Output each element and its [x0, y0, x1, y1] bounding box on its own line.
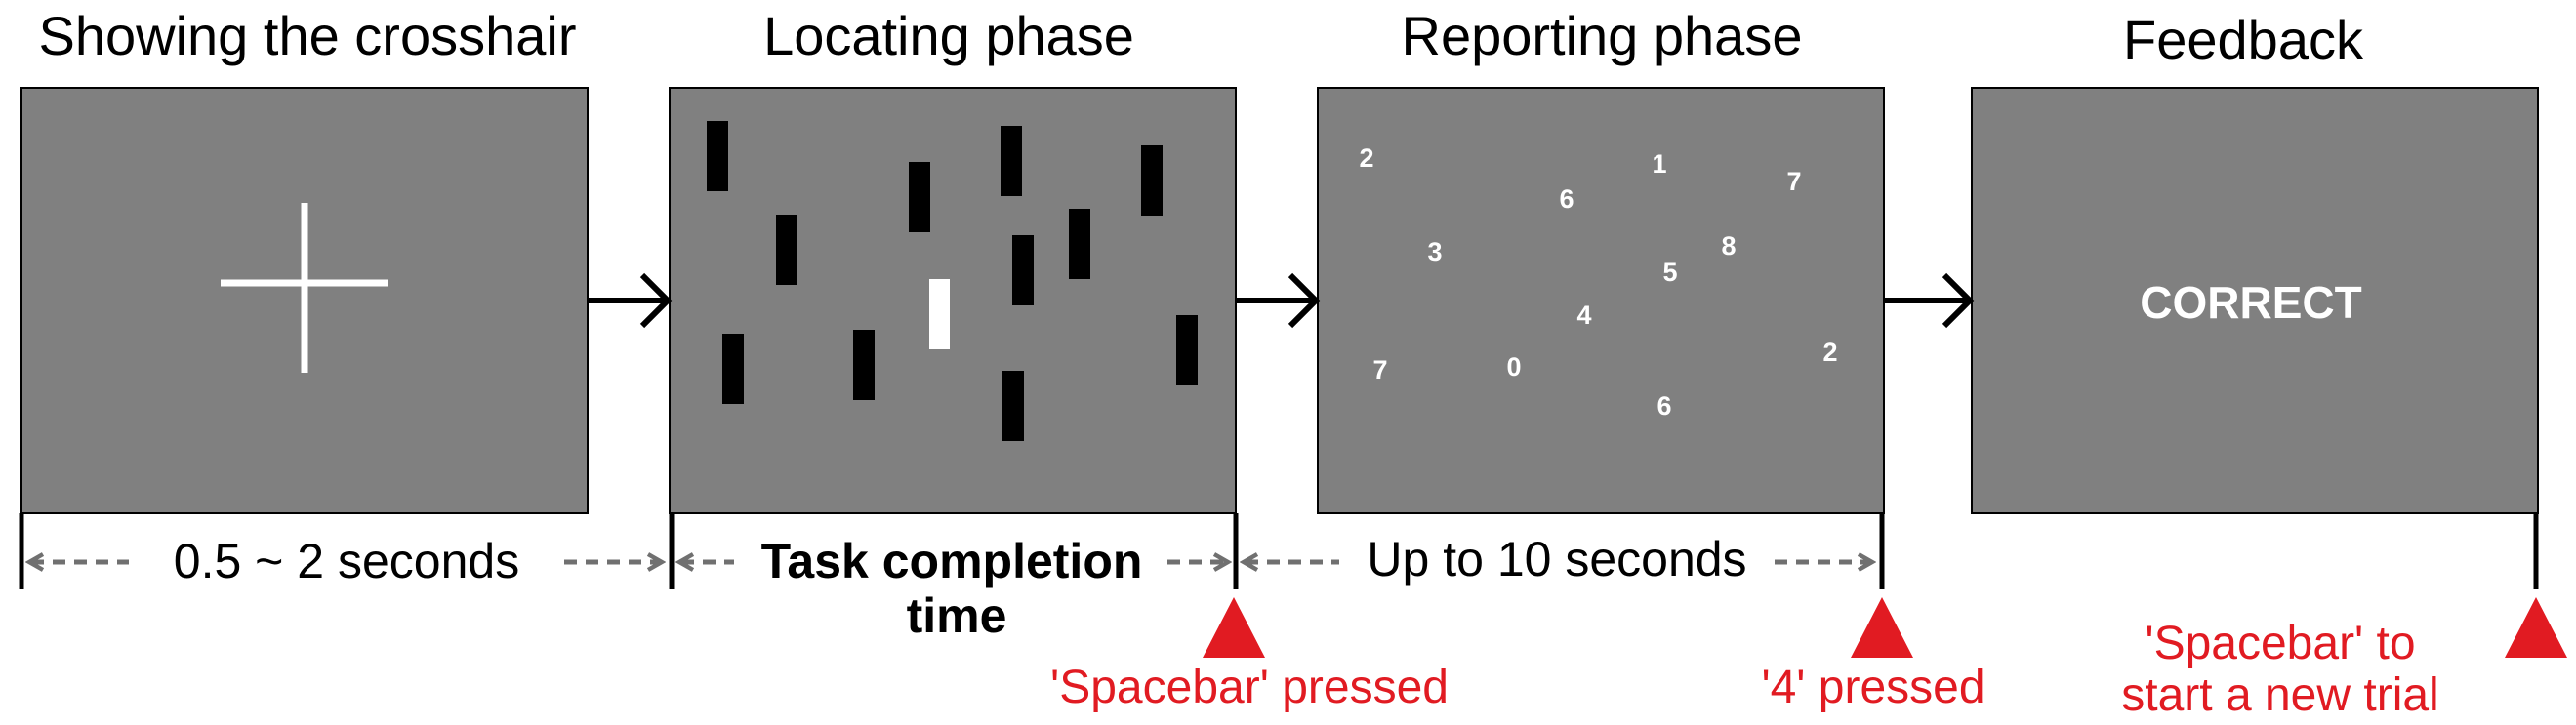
reporting-duration: Up to 10 seconds: [1367, 532, 1746, 586]
feedback-title: Feedback: [2123, 9, 2364, 70]
transition-arrows: [588, 272, 1975, 329]
distractor-bars: [707, 121, 1198, 441]
reporting-panel: [1317, 87, 1885, 514]
crosshair-duration: 0.5 ~ 2 seconds: [174, 534, 519, 588]
feedback-message: CORRECT: [2140, 277, 2361, 328]
digit-label: 7: [1372, 355, 1387, 384]
crosshair-icon: [221, 203, 388, 373]
digit-label: 7: [1786, 167, 1801, 196]
new-trial-label-line2: start a new trial: [2121, 669, 2438, 721]
new-trial-marker-icon: [2505, 597, 2567, 658]
task-completion-time-line2: time: [907, 588, 1007, 643]
spacebar-marker-icon: [1203, 597, 1265, 658]
task-completion-time-line1: Task completion: [761, 534, 1143, 588]
event-markers: [1203, 597, 2567, 658]
digit-label: 4: [1576, 301, 1591, 330]
four-pressed-marker-icon: [1851, 597, 1913, 658]
feedback-panel: [1971, 87, 2539, 514]
digit-label: 8: [1721, 231, 1736, 261]
digit-label: 0: [1506, 352, 1521, 382]
digit-label: 1: [1652, 149, 1666, 179]
four-pressed-label: '4' pressed: [1761, 662, 1984, 713]
digit-label: 2: [1822, 338, 1837, 367]
spacebar-pressed-label: 'Spacebar' pressed: [1050, 662, 1449, 713]
locating-title: Locating phase: [763, 5, 1134, 66]
digit-label: 2: [1359, 143, 1373, 173]
reporting-title: Reporting phase: [1402, 5, 1803, 66]
reporting-digits: 2 1 7 6 3 8 5 4 7 0 2 6: [1359, 143, 1837, 421]
digit-label: 3: [1427, 237, 1442, 266]
crosshair-title: Showing the crosshair: [39, 5, 577, 66]
digit-label: 6: [1656, 391, 1671, 421]
timeline-ticks: [19, 513, 2539, 589]
digit-label: 6: [1559, 184, 1574, 214]
digit-label: 5: [1662, 258, 1677, 287]
target-bar: [929, 279, 950, 349]
new-trial-label-line1: 'Spacebar' to: [2145, 618, 2415, 669]
